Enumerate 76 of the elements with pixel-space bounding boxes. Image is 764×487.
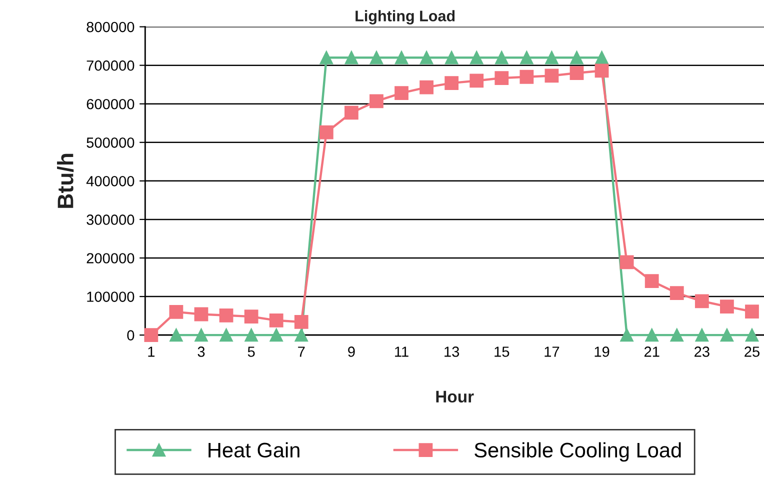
y-axis-title: Btu/h <box>57 154 74 208</box>
point <box>420 51 434 64</box>
point <box>194 307 208 322</box>
x-tick-label: 15 <box>494 346 510 357</box>
chart-title: Lighting Load <box>356 10 455 24</box>
y-tick-label: 500000 <box>86 137 134 148</box>
x-tick-label: 1 <box>148 346 155 357</box>
point <box>394 86 408 100</box>
point <box>470 74 484 88</box>
x-tick-label: 25 <box>744 346 760 357</box>
x-tick-label: 13 <box>444 346 460 357</box>
legend-label: Sensible Cooling Load <box>474 442 681 462</box>
point <box>520 51 534 64</box>
point <box>720 300 734 314</box>
point <box>644 274 659 288</box>
point <box>319 125 334 140</box>
point <box>570 66 584 80</box>
point <box>444 76 459 90</box>
point <box>694 294 709 308</box>
point <box>620 328 634 342</box>
x-tick-label: 17 <box>544 346 560 357</box>
point <box>670 328 684 342</box>
y-tick-label: 200000 <box>86 253 134 264</box>
y-tick-label: 700000 <box>86 60 134 71</box>
point <box>294 315 308 329</box>
point <box>244 328 258 342</box>
point <box>220 328 233 342</box>
point <box>570 51 584 64</box>
point <box>545 51 558 64</box>
y-tick-label: 100000 <box>87 292 134 302</box>
point <box>219 308 234 322</box>
x-tick-label: 7 <box>298 346 305 357</box>
x-tick-label: 3 <box>198 346 205 357</box>
y-tick-label: 400000 <box>86 176 134 186</box>
point <box>194 328 208 342</box>
point <box>444 51 458 64</box>
x-axis-title: Hour <box>436 390 474 403</box>
point <box>594 64 609 78</box>
point <box>420 80 434 94</box>
point <box>720 328 734 342</box>
point <box>620 255 634 270</box>
point <box>595 51 608 64</box>
point <box>494 71 509 85</box>
point <box>645 328 658 342</box>
x-tick-label: 5 <box>248 346 255 357</box>
legend-label: Heat Gain <box>208 442 300 458</box>
y-tick-label: 0 <box>127 330 134 340</box>
point <box>470 51 484 64</box>
x-tick-label: 9 <box>348 346 355 357</box>
x-tick-label: 11 <box>395 346 408 357</box>
point <box>745 304 759 318</box>
point <box>270 328 283 342</box>
x-tick-label: 21 <box>644 346 660 357</box>
point <box>370 94 384 108</box>
point <box>520 70 534 84</box>
point <box>495 51 508 64</box>
point <box>544 68 559 83</box>
x-tick-label: 23 <box>694 346 710 357</box>
point <box>670 286 684 300</box>
point <box>344 106 358 120</box>
point <box>370 51 384 64</box>
point <box>244 310 258 324</box>
point <box>745 328 759 342</box>
point <box>269 313 284 328</box>
point <box>695 328 709 342</box>
y-tick-label: 600000 <box>86 98 134 110</box>
x-tick-label: 19 <box>594 346 610 357</box>
point <box>144 328 158 342</box>
point <box>320 51 334 64</box>
y-tick-label: 800000 <box>86 22 134 32</box>
point <box>394 51 408 64</box>
point <box>169 304 184 319</box>
y-tick-label: 300000 <box>86 214 134 225</box>
point <box>294 328 308 342</box>
point <box>344 51 358 64</box>
point <box>170 328 183 342</box>
